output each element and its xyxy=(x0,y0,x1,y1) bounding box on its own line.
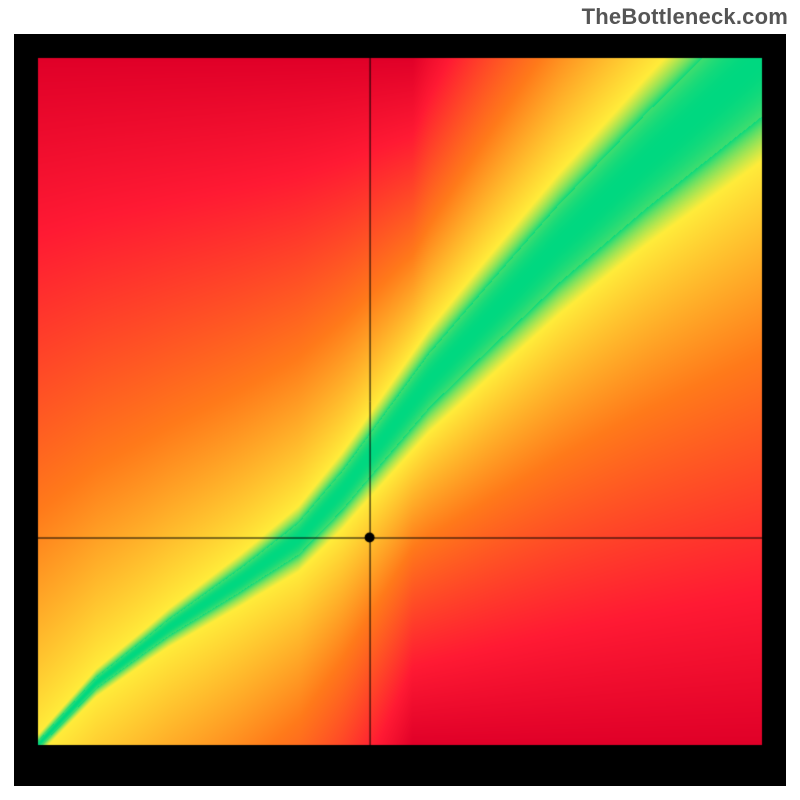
bottleneck-heatmap xyxy=(14,34,786,786)
heatmap-frame xyxy=(14,34,786,786)
watermark-text: TheBottleneck.com xyxy=(582,4,788,30)
